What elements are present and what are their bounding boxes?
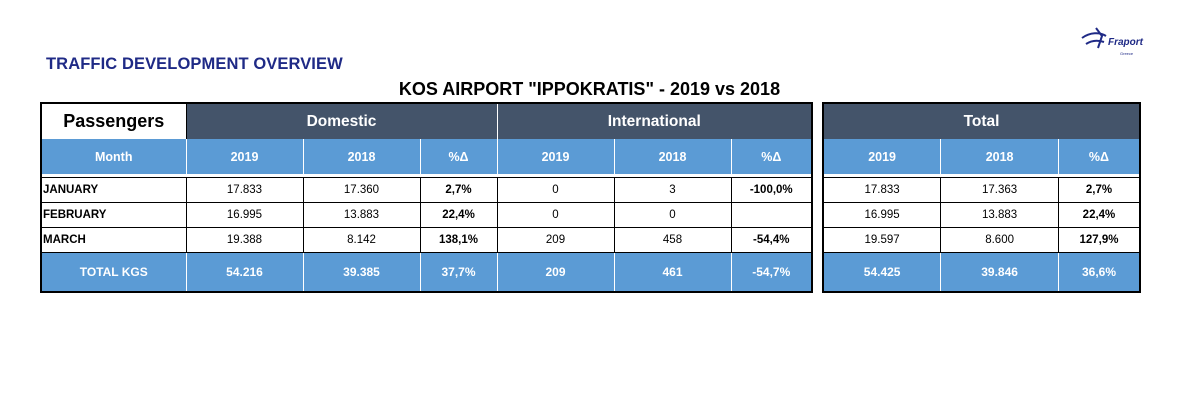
logo-wordmark: Fraport <box>1108 37 1143 48</box>
col-2019: 2019 <box>822 139 941 174</box>
pct-cell: 2,7% <box>419 177 497 203</box>
col-2018: 2018 <box>613 139 731 174</box>
table-row: FEBRUARY 16.995 13.883 22,4% 0 0 <box>41 202 813 228</box>
month-cell: FEBRUARY <box>41 202 186 228</box>
value-cell: 13.883 <box>302 202 420 228</box>
value-cell: 0 <box>613 202 731 228</box>
passengers-label: Passengers <box>41 103 186 139</box>
total-header: Total <box>823 103 1140 139</box>
table-row: 16.995 13.883 22,4% <box>823 202 1140 228</box>
pct-cell: 138,1% <box>419 227 497 253</box>
report-title: TRAFFIC DEVELOPMENT OVERVIEW <box>46 55 343 73</box>
col-change: %Δ <box>419 139 497 174</box>
value-cell: 17.363 <box>940 177 1059 203</box>
total-cell: 37,7% <box>419 252 497 292</box>
report-subtitle: KOS AIRPORT "IPPOKRATIS" - 2019 vs 2018 <box>0 79 1201 100</box>
value-cell: 458 <box>613 227 731 253</box>
value-cell: 209 <box>496 227 614 253</box>
pct-cell: 127,9% <box>1057 227 1140 253</box>
value-cell: 0 <box>496 177 614 203</box>
value-cell: 16.995 <box>823 202 941 228</box>
value-cell: 8.600 <box>940 227 1059 253</box>
col-change: %Δ <box>1057 139 1140 174</box>
pct-cell: 2,7% <box>1057 177 1140 203</box>
table-row: JANUARY 17.833 17.360 2,7% 0 3 -100,0% <box>41 177 813 203</box>
domestic-header: Domestic <box>185 103 497 139</box>
total-cell: 39.846 <box>940 252 1059 292</box>
total-row: 54.425 39.846 36,6% <box>822 252 1140 292</box>
total-cell: 54.425 <box>822 252 941 292</box>
fraport-logo-icon <box>1081 27 1107 49</box>
month-cell: MARCH <box>41 227 186 253</box>
col-2019: 2019 <box>496 139 614 174</box>
value-cell: 19.597 <box>823 227 941 253</box>
total-label: TOTAL KGS <box>41 252 186 292</box>
international-header: International <box>496 103 813 139</box>
col-2019: 2019 <box>185 139 303 174</box>
value-cell: 19.388 <box>185 227 303 253</box>
value-cell: 3 <box>613 177 731 203</box>
value-cell: 17.833 <box>823 177 941 203</box>
table-row: 19.597 8.600 127,9% <box>823 227 1140 253</box>
month-cell: JANUARY <box>41 177 186 203</box>
col-2018: 2018 <box>302 139 420 174</box>
pct-cell <box>730 202 813 228</box>
col-2018: 2018 <box>940 139 1059 174</box>
total-cell: 36,6% <box>1057 252 1140 292</box>
total-row: TOTAL KGS 54.216 39.385 37,7% 209 461 -5… <box>41 252 813 292</box>
logo-subtext: Greece <box>1120 51 1134 56</box>
subtitle-text: KOS AIRPORT "IPPOKRATIS" - 2019 vs 2018 <box>398 79 781 99</box>
pct-cell: -100,0% <box>730 177 813 203</box>
value-cell: 8.142 <box>302 227 420 253</box>
total-cell: 54.216 <box>185 252 303 292</box>
total-cell: 461 <box>613 252 731 292</box>
pct-cell: -54,4% <box>730 227 813 253</box>
pct-cell: 22,4% <box>419 202 497 228</box>
total-table: Total 2019 2018 %Δ 17.833 17.363 2,7% 16… <box>822 102 1141 293</box>
col-change: %Δ <box>730 139 813 174</box>
value-cell: 13.883 <box>940 202 1059 228</box>
total-cell: -54,7% <box>730 252 813 292</box>
table-row: MARCH 19.388 8.142 138,1% 209 458 -54,4% <box>41 227 813 253</box>
value-cell: 0 <box>496 202 614 228</box>
total-cell: 209 <box>496 252 614 292</box>
value-cell: 17.833 <box>185 177 303 203</box>
pct-cell: 22,4% <box>1057 202 1140 228</box>
value-cell: 17.360 <box>302 177 420 203</box>
table-row: 17.833 17.363 2,7% <box>823 177 1140 203</box>
domestic-international-table: Passengers Domestic International Month … <box>40 102 814 293</box>
total-cell: 39.385 <box>302 252 420 292</box>
value-cell: 16.995 <box>185 202 303 228</box>
month-header: Month <box>41 139 186 174</box>
